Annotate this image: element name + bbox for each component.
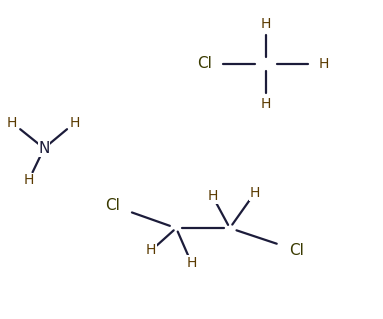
Text: Cl: Cl <box>198 56 212 71</box>
Text: H: H <box>318 57 329 71</box>
Text: H: H <box>207 189 218 203</box>
Text: Cl: Cl <box>290 243 304 258</box>
Text: H: H <box>186 256 197 270</box>
Text: N: N <box>38 141 50 156</box>
Text: H: H <box>249 186 260 200</box>
Text: H: H <box>23 173 34 187</box>
Text: H: H <box>7 116 18 130</box>
Text: H: H <box>261 97 272 111</box>
Text: H: H <box>261 17 272 31</box>
Text: Cl: Cl <box>106 198 120 213</box>
Text: H: H <box>69 116 80 130</box>
Text: H: H <box>146 243 157 257</box>
